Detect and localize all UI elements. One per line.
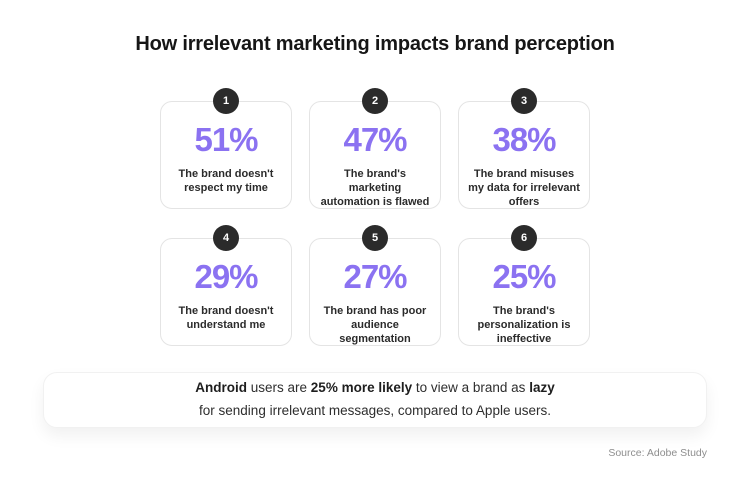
- stat-value: 47%: [343, 121, 407, 158]
- stat-card-6: 6 25% The brand's personalization is ine…: [458, 225, 590, 346]
- stat-label: The brand's marketing automation is flaw…: [320, 168, 430, 208]
- card-body: 25% The brand's personalization is ineff…: [458, 238, 590, 346]
- stat-card-5: 5 27% The brand has poor audience segmen…: [309, 225, 441, 346]
- number-badge: 2: [362, 88, 388, 114]
- stat-label: The brand has poor audience segmentation: [323, 305, 427, 345]
- stat-value: 51%: [194, 121, 258, 158]
- number-badge: 1: [213, 88, 239, 114]
- card-body: 47% The brand's marketing automation is …: [309, 101, 441, 209]
- stat-label: The brand misuses my data for irrelevant…: [468, 168, 580, 208]
- footnote-text: users are: [247, 380, 311, 396]
- stat-value: 27%: [343, 258, 407, 295]
- card-body: 27% The brand has poor audience segmenta…: [309, 238, 441, 346]
- stat-label: The brand doesn't respect my time: [178, 168, 274, 194]
- stat-card-1: 1 51% The brand doesn't respect my time: [160, 88, 292, 209]
- footnote-bold-android: Android: [195, 380, 248, 396]
- stat-label: The brand's personalization is ineffecti…: [477, 305, 571, 345]
- footnote-bold-likely: 25% more likely: [310, 380, 413, 396]
- number-badge: 3: [511, 88, 537, 114]
- footnote-bold-lazy: lazy: [529, 380, 555, 396]
- stat-card-4: 4 29% The brand doesn't understand me: [160, 225, 292, 346]
- number-badge: 6: [511, 225, 537, 251]
- stat-value: 38%: [492, 121, 556, 158]
- footnote-line-2: for sending irrelevant messages, compare…: [199, 403, 551, 418]
- stat-card-2: 2 47% The brand's marketing automation i…: [309, 88, 441, 209]
- footnote-panel: Android users are 25% more likely to vie…: [43, 372, 707, 428]
- card-body: 29% The brand doesn't understand me: [160, 238, 292, 346]
- stat-card-3: 3 38% The brand misuses my data for irre…: [458, 88, 590, 209]
- page-title: How irrelevant marketing impacts brand p…: [135, 33, 615, 55]
- footnote-text: to view a brand as: [412, 380, 530, 396]
- number-badge: 5: [362, 225, 388, 251]
- stat-value: 29%: [194, 258, 258, 295]
- stat-label: The brand doesn't understand me: [178, 305, 274, 331]
- card-body: 51% The brand doesn't respect my time: [160, 101, 292, 209]
- card-body: 38% The brand misuses my data for irrele…: [458, 101, 590, 209]
- stat-value: 25%: [492, 258, 556, 295]
- footnote-line-1: Android users are 25% more likely to vie…: [195, 377, 554, 400]
- source-attribution: Source: Adobe Study: [608, 447, 707, 459]
- stat-card-grid: 1 51% The brand doesn't respect my time …: [0, 88, 750, 346]
- number-badge: 4: [213, 225, 239, 251]
- infographic-canvas: How irrelevant marketing impacts brand p…: [0, 33, 750, 502]
